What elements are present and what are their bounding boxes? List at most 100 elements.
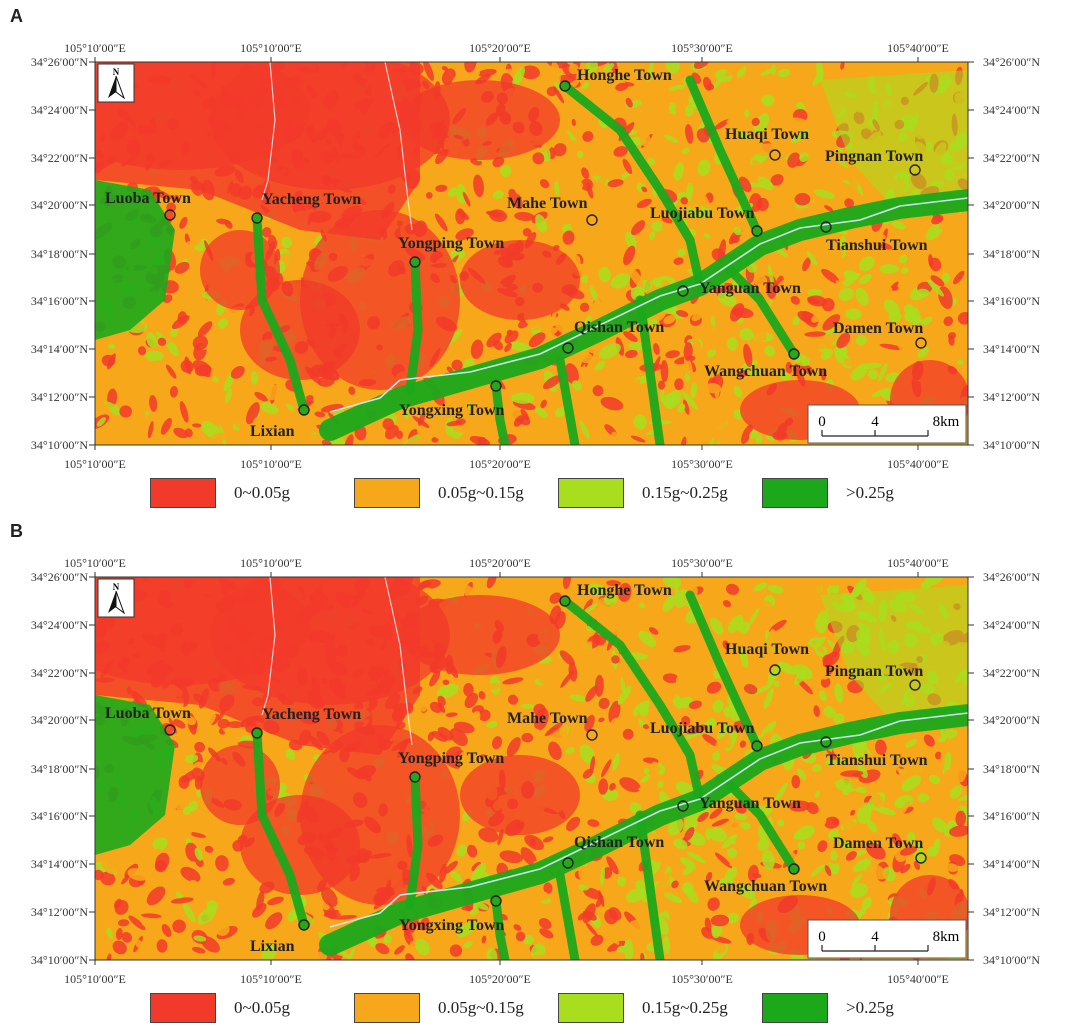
- hazard-patch: [832, 818, 839, 825]
- hazard-patch: [489, 209, 508, 222]
- hazard-patch: [697, 159, 711, 177]
- hazard-patch: [286, 403, 295, 412]
- hazard-patch: [613, 146, 628, 157]
- valley: [491, 896, 510, 960]
- hazard-patch: [669, 789, 679, 798]
- hazard-patch: [681, 391, 699, 410]
- hazard-patch: [957, 311, 968, 325]
- town-marker: [559, 595, 571, 607]
- hazard-patch: [615, 82, 629, 92]
- hazard-patch: [573, 880, 580, 886]
- town-marker: [677, 285, 689, 297]
- highland-zone: [460, 240, 580, 320]
- hazard-patch: [492, 340, 504, 351]
- hazard-patch: [486, 720, 498, 729]
- hazard-patch: [121, 932, 132, 943]
- hazard-patch: [771, 64, 776, 76]
- hazard-patch: [806, 250, 818, 266]
- hazard-patch: [587, 819, 600, 827]
- hazard-patch: [515, 931, 526, 942]
- hazard-patch: [877, 324, 897, 335]
- hazard-patch: [585, 685, 598, 702]
- town-label: Huaqi Town: [725, 641, 809, 658]
- hazard-patch: [777, 68, 791, 78]
- hazard-patch: [348, 386, 356, 395]
- hazard-map-layer: [95, 577, 968, 960]
- hazard-patch: [672, 611, 686, 623]
- hazard-patch: [504, 343, 512, 352]
- hazard-patch: [724, 820, 740, 836]
- hazard-patch: [565, 746, 575, 755]
- hazard-patch: [161, 923, 172, 937]
- hazard-patch: [559, 650, 575, 666]
- hazard-patch: [617, 582, 632, 602]
- hazard-patch: [192, 360, 214, 378]
- town-label: Yongxing Town: [399, 917, 504, 934]
- top-tick-label: 105°20′00″E: [469, 41, 531, 55]
- hazard-patch: [265, 384, 281, 401]
- hazard-patch: [638, 787, 657, 794]
- hazard-patch: [657, 780, 664, 789]
- river: [329, 712, 968, 928]
- hazard-patch: [285, 749, 296, 761]
- hazard-patch: [767, 264, 774, 286]
- hazard-patch: [537, 671, 550, 686]
- hazard-patch: [530, 838, 536, 847]
- hazard-patch: [580, 246, 588, 259]
- hazard-patch: [676, 932, 696, 944]
- hazard-patch: [608, 368, 621, 379]
- hazard-patch: [569, 217, 584, 225]
- hazard-patch: [940, 737, 950, 760]
- hazard-patch: [621, 789, 633, 802]
- hazard-patch: [714, 942, 727, 954]
- hazard-patch: [581, 167, 590, 180]
- hazard-patch: [425, 192, 433, 199]
- hazard-patch: [726, 847, 738, 859]
- hazard-patch: [562, 577, 572, 590]
- hazard-patch: [849, 883, 869, 898]
- hazard-patch: [930, 275, 945, 287]
- hazard-patch: [875, 739, 887, 755]
- town-label: Yongping Town: [398, 235, 504, 252]
- hazard-patch: [818, 816, 827, 827]
- hazard-patch: [511, 392, 535, 404]
- hazard-patch: [382, 418, 394, 430]
- hazard-patch: [688, 700, 702, 710]
- hazard-patch: [164, 819, 176, 831]
- hazard-patch: [658, 380, 666, 390]
- hazard-patch: [650, 143, 663, 155]
- hazard-patch: [697, 811, 709, 823]
- hazard-patch: [761, 850, 775, 870]
- hazard-patch: [638, 630, 657, 648]
- hazard-patch: [677, 248, 686, 257]
- hazard-patch: [580, 805, 594, 816]
- legend-item: 0.15g~0.25g: [558, 993, 752, 1023]
- hazard-patch: [828, 829, 840, 841]
- valley: [635, 295, 665, 445]
- hazard-patch: [506, 832, 523, 846]
- hazard-patch: [437, 726, 454, 741]
- hazard-patch: [858, 362, 883, 369]
- hazard-patch: [193, 935, 207, 942]
- hazard-patch: [160, 417, 172, 435]
- hazard-patch: [681, 62, 695, 75]
- hazard-patch: [724, 63, 746, 77]
- hazard-patch: [533, 703, 546, 717]
- town-marker: [586, 729, 598, 741]
- hazard-patch: [456, 844, 467, 857]
- hazard-patch: [923, 734, 935, 747]
- hazard-patch: [831, 151, 843, 162]
- hazard-patch: [928, 774, 941, 785]
- town-marker: [788, 863, 800, 875]
- hazard-patch: [492, 190, 504, 200]
- hazard-patch: [680, 197, 688, 205]
- hazard-patch: [157, 337, 167, 346]
- hazard-patch: [127, 868, 148, 881]
- hazard-patch: [673, 838, 688, 850]
- hazard-patch: [807, 842, 817, 853]
- hazard-patch: [256, 931, 266, 943]
- hazard-patch: [691, 311, 704, 322]
- hazard-patch: [822, 654, 834, 667]
- hazard-patch: [582, 768, 594, 779]
- hazard-patch: [579, 420, 590, 439]
